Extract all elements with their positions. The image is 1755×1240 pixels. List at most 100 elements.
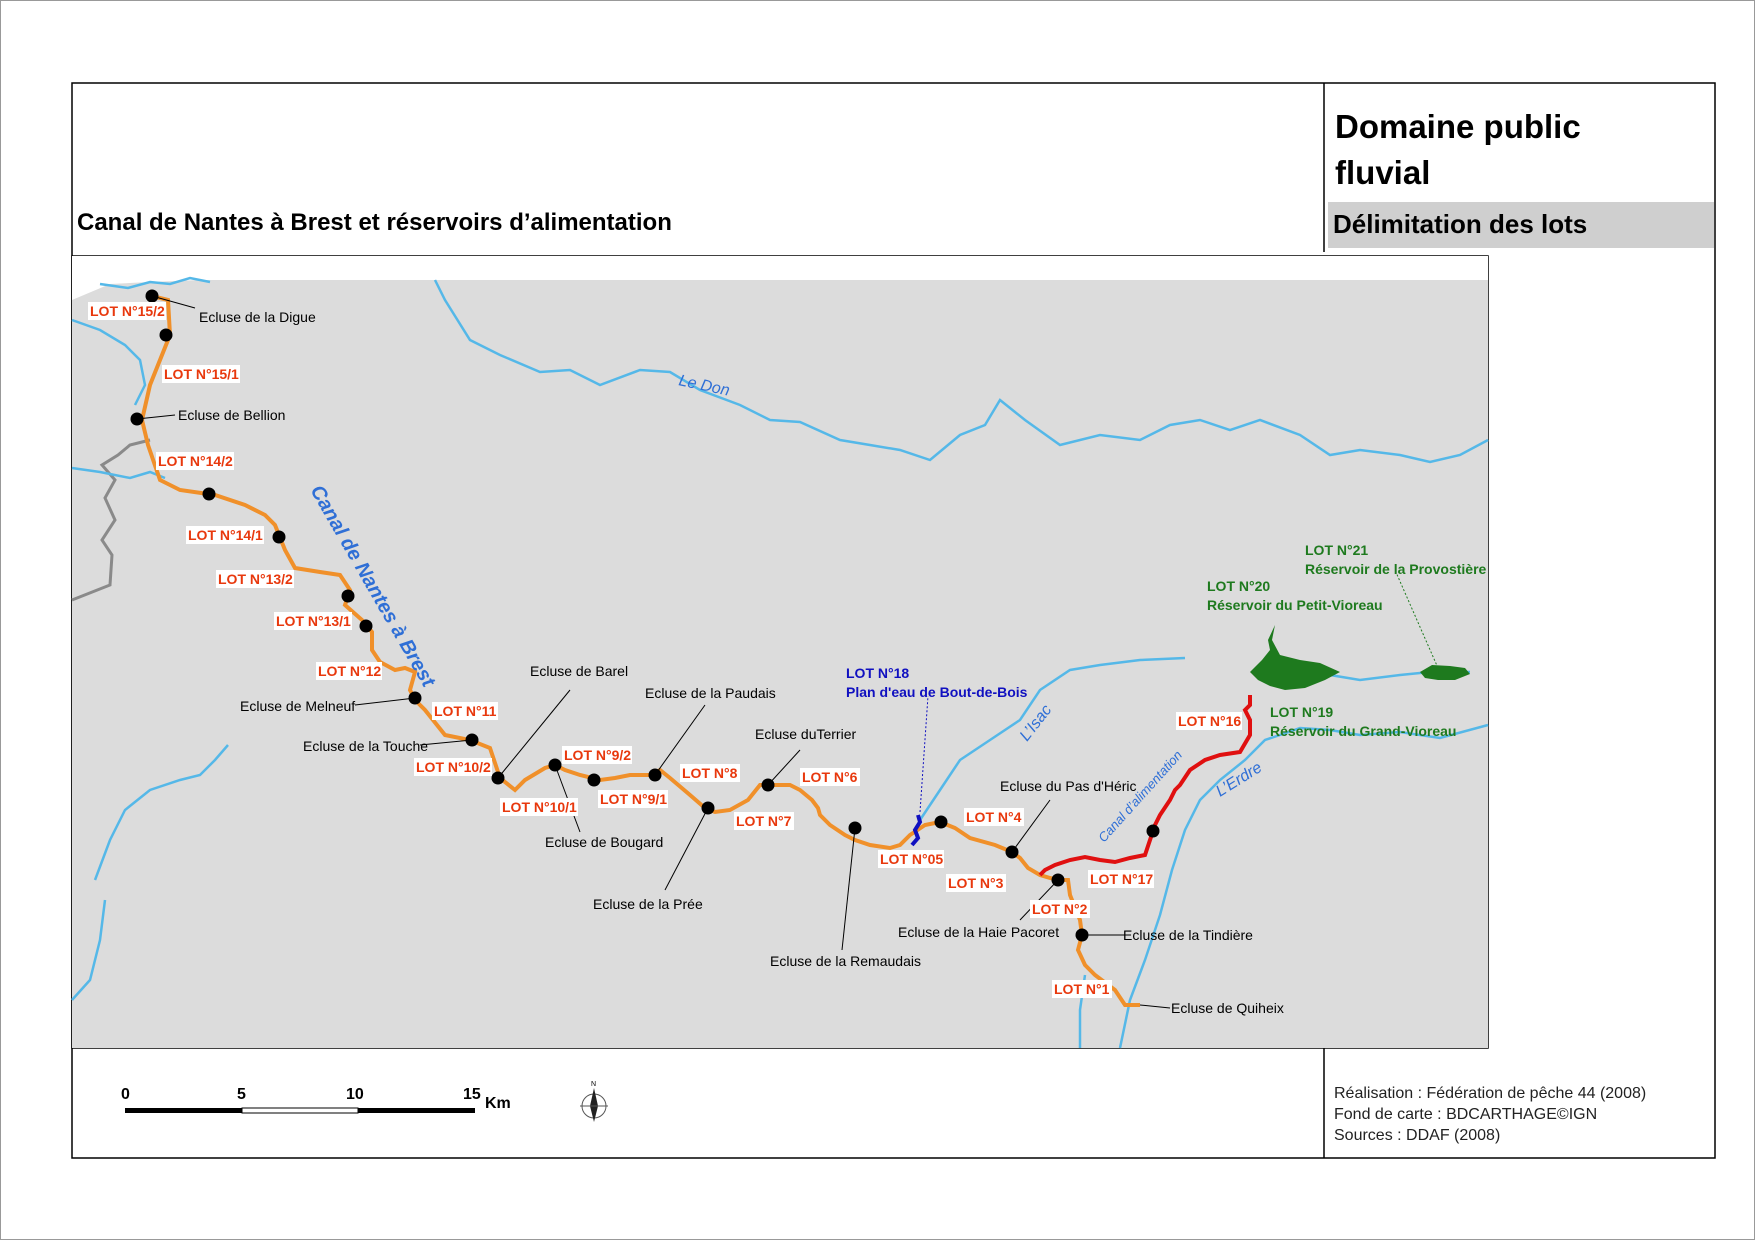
- lot-10-2: LOT N°10/2: [416, 759, 491, 775]
- lot-2: LOT N°2: [1032, 901, 1088, 917]
- scale-segment-1: [125, 1108, 242, 1113]
- lot-20-label: LOT N°20: [1207, 578, 1270, 594]
- lot-3: LOT N°3: [948, 875, 1004, 891]
- lot-12: LOT N°12: [318, 663, 381, 679]
- point-15-1: [159, 328, 173, 342]
- river-vilaine: [71, 318, 147, 406]
- point-13-1: [359, 619, 373, 633]
- lot-18-pointer: [919, 695, 929, 813]
- leader-digue: [151, 295, 196, 309]
- point-pree: [701, 801, 715, 815]
- lot-8: LOT N°8: [682, 765, 738, 781]
- reservoir-provostiere: [1420, 665, 1470, 680]
- lot-15-2: LOT N°15/2: [90, 303, 165, 319]
- point-melneuf: [408, 691, 422, 705]
- domaine-line-2: fluvial: [1335, 154, 1430, 191]
- subtitle: Délimitation des lots: [1333, 209, 1587, 239]
- lock-points: [130, 289, 1160, 942]
- leader-remaudais: [841, 827, 856, 951]
- leader-pas-heric: [1011, 799, 1051, 853]
- subtitle-band: [1328, 202, 1714, 248]
- lock-leaders: [136, 295, 1171, 1009]
- lot-20-name: Réservoir du Petit-Vioreau: [1207, 597, 1383, 613]
- scale-tick-15: 15: [463, 1086, 481, 1103]
- lot-18-label: LOT N°18: [846, 665, 909, 681]
- lot-14-1: LOT N°14/1: [188, 527, 263, 543]
- lock-paudais: Ecluse de la Paudais: [645, 685, 776, 701]
- lock-bougard: Ecluse de Bougard: [545, 834, 663, 850]
- leader-quiheix: [1139, 1004, 1171, 1009]
- lock-terrier: Ecluse duTerrier: [755, 726, 856, 742]
- lot-15-1: LOT N°15/1: [164, 366, 239, 382]
- lot-9-1: LOT N°9/1: [600, 791, 667, 807]
- lock-pas-heric: Ecluse du Pas d'Héric: [1000, 778, 1137, 794]
- scale-unit: Km: [485, 1095, 511, 1112]
- reservoirs: [1250, 625, 1470, 690]
- point-tindiere: [1075, 928, 1089, 942]
- lot-19-name: Réservoir du Grand-Vioreau: [1270, 723, 1456, 739]
- lot-16: LOT N°16: [1178, 713, 1241, 729]
- lot-21-name: Réservoir de la Provostière: [1305, 561, 1487, 577]
- credit-sources: Sources : DDAF (2008): [1334, 1127, 1500, 1144]
- point-haie-pacoret: [1051, 873, 1065, 887]
- leader-melneuf: [354, 697, 416, 706]
- scale-tick-10: 10: [346, 1086, 364, 1103]
- lock-haie-pacoret: Ecluse de la Haie Pacoret: [898, 924, 1059, 940]
- lock-tindiere: Ecluse de la Tindière: [1123, 927, 1253, 943]
- lot-18-plan-eau: [910, 814, 923, 847]
- lock-melneuf: Ecluse de Melneuf: [240, 698, 355, 714]
- point-remaudais: [848, 821, 862, 835]
- lock-touche: Ecluse de la Touche: [303, 738, 428, 754]
- map-title: Canal de Nantes à Brest et réservoirs d’…: [77, 209, 672, 236]
- lot-7: LOT N°7: [736, 813, 792, 829]
- lot-10-1: LOT N°10/1: [502, 799, 577, 815]
- scale-tick-0: 0: [121, 1086, 130, 1103]
- lot-17: LOT N°17: [1090, 871, 1153, 887]
- point-barel: [491, 771, 505, 785]
- north-arrow-icon: N: [580, 1081, 608, 1122]
- map-top-strip: [72, 256, 1488, 300]
- river-le-don: [433, 279, 1489, 464]
- reservoir-grand-vioreau: [1250, 625, 1340, 690]
- lock-barel: Ecluse de Barel: [530, 663, 628, 679]
- map-panel: LOT N°15/2 LOT N°15/1 LOT N°14/2 LOT N°1…: [71, 255, 1489, 1049]
- rivers: [71, 276, 1489, 1049]
- lock-bellion: Ecluse de Bellion: [178, 407, 285, 423]
- lot-14-2: LOT N°14/2: [158, 453, 233, 469]
- credit-realisation: Réalisation : Fédération de pêche 44 (20…: [1334, 1085, 1646, 1102]
- point-05: [934, 815, 948, 829]
- lot-21-label: LOT N°21: [1305, 542, 1368, 558]
- river-west: [71, 466, 166, 480]
- north-letter: N: [591, 1081, 596, 1088]
- point-pas-heric: [1005, 845, 1019, 859]
- lot-13-1: LOT N°13/1: [276, 613, 351, 629]
- lock-digue: Ecluse de la Digue: [199, 309, 316, 325]
- scale-bar: 0 5 10 15 Km: [121, 1086, 511, 1114]
- lot-05: LOT N°05: [880, 851, 943, 867]
- point-14-2: [202, 487, 216, 501]
- river-erdre: [1118, 723, 1489, 1049]
- boundary-line: [71, 438, 151, 602]
- lot-21-pointer: [1394, 569, 1439, 669]
- lot-6: LOT N°6: [802, 769, 858, 785]
- feeder-canal: [1038, 695, 1252, 877]
- river-top-left: [99, 276, 211, 290]
- river-sw: [93, 744, 229, 881]
- point-digue: [145, 289, 159, 303]
- scale-segment-2: [241, 1107, 359, 1114]
- lot-labels: LOT N°15/2 LOT N°15/1 LOT N°14/2 LOT N°1…: [88, 302, 1242, 998]
- point-bellion: [130, 412, 144, 426]
- point-paudais: [648, 768, 662, 782]
- domaine-line-1: Domaine public: [1335, 108, 1581, 145]
- lock-remaudais: Ecluse de la Remaudais: [770, 953, 921, 969]
- lock-labels: Ecluse de la Digue Ecluse de Bellion Ecl…: [178, 309, 1284, 1016]
- leader-barel: [497, 689, 571, 779]
- point-13-2: [341, 589, 355, 603]
- lot-18-name: Plan d'eau de Bout-de-Bois: [846, 684, 1028, 700]
- map-background: [72, 280, 1488, 1048]
- point-17: [1146, 824, 1160, 838]
- lot-1: LOT N°1: [1054, 981, 1110, 997]
- lot-4: LOT N°4: [966, 809, 1022, 825]
- river-sw2: [71, 899, 107, 1001]
